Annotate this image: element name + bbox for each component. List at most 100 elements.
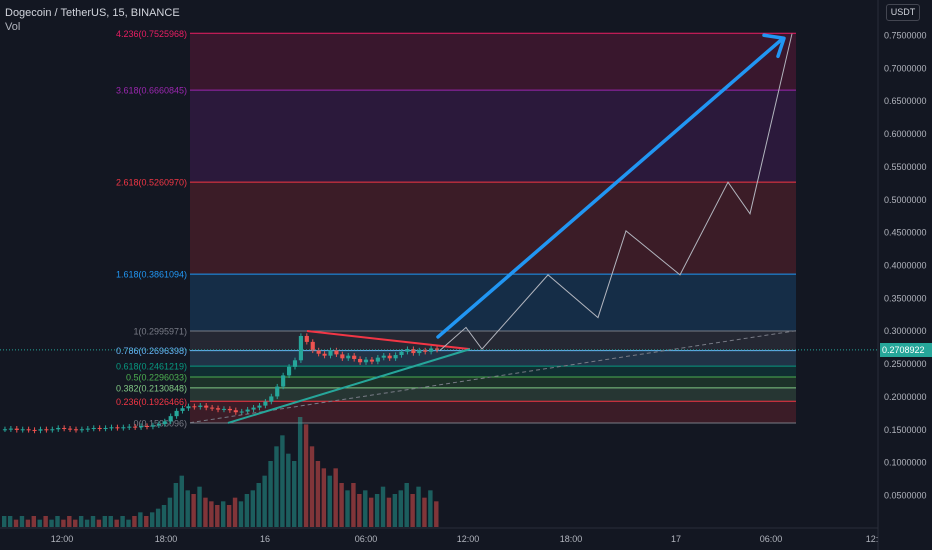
price-tick-label: 0.7000000 bbox=[884, 63, 927, 73]
volume-bar bbox=[428, 490, 433, 527]
candle-body bbox=[375, 357, 380, 362]
price-tick-label: 0.6500000 bbox=[884, 96, 927, 106]
candle-body bbox=[399, 351, 404, 356]
candle-body bbox=[127, 426, 132, 428]
fib-level-label: 3.618(0.6660845) bbox=[116, 86, 187, 96]
candle-body bbox=[44, 429, 49, 431]
volume-bar bbox=[25, 519, 31, 527]
price-tick-label: 0.1500000 bbox=[884, 425, 927, 435]
candle-body bbox=[121, 427, 126, 429]
candle-body bbox=[434, 348, 440, 350]
volume-bar bbox=[262, 475, 267, 527]
time-tick-label: 12:00 bbox=[457, 534, 480, 544]
fib-level-label: 4.236(0.7525968) bbox=[116, 29, 187, 39]
time-tick-label: 18:00 bbox=[560, 534, 583, 544]
volume-bar bbox=[43, 516, 48, 527]
candle-body bbox=[304, 335, 309, 342]
volume-bar bbox=[256, 483, 261, 527]
candle-body bbox=[381, 355, 386, 358]
volume-bar bbox=[55, 516, 60, 527]
time-tick-label: 12:00 bbox=[51, 534, 74, 544]
candle-body bbox=[215, 408, 221, 410]
candle-body bbox=[227, 408, 232, 411]
volume-bar bbox=[333, 468, 338, 527]
fib-zone bbox=[190, 350, 796, 367]
volume-bar bbox=[434, 501, 439, 527]
price-tick-label: 0.0500000 bbox=[884, 491, 927, 501]
fib-level-label: 0.5(0.2296033) bbox=[126, 372, 187, 382]
volume-bar bbox=[416, 486, 421, 527]
target-arrow-head bbox=[762, 33, 786, 59]
candle-body bbox=[73, 429, 79, 431]
candle-body bbox=[405, 349, 410, 352]
candle-body bbox=[79, 429, 84, 431]
currency-button[interactable]: USDT bbox=[886, 4, 920, 21]
volume-bar bbox=[19, 516, 25, 527]
chart-header: Dogecoin / TetherUS, 15, BINANCE Vol bbox=[5, 6, 180, 34]
volume-bar bbox=[2, 516, 7, 527]
volume-bar bbox=[297, 417, 303, 527]
volume-bar bbox=[209, 501, 214, 527]
candle-body bbox=[411, 349, 416, 354]
volume-bar bbox=[268, 461, 273, 527]
candle-body bbox=[174, 410, 179, 417]
volume-bar bbox=[120, 516, 125, 527]
price-tick-label: 0.1000000 bbox=[884, 458, 927, 468]
candle-body bbox=[186, 406, 191, 409]
fib-zone bbox=[190, 387, 796, 402]
fib-level-label: 0.236(0.1926466) bbox=[116, 397, 187, 407]
volume-bar bbox=[90, 516, 96, 527]
fib-zone bbox=[190, 330, 796, 351]
candle-body bbox=[239, 411, 244, 413]
fib-zone bbox=[190, 401, 796, 423]
volume-bar bbox=[380, 486, 386, 527]
candle-body bbox=[310, 341, 315, 351]
fib-zone bbox=[190, 90, 796, 183]
candle-body bbox=[245, 409, 250, 412]
candle-body bbox=[263, 401, 268, 406]
price-tick-label: 0.6000000 bbox=[884, 129, 927, 139]
candle-body bbox=[26, 429, 31, 431]
volume-bar bbox=[78, 516, 84, 527]
candle-body bbox=[192, 406, 197, 408]
candle-body bbox=[67, 428, 73, 430]
candle-body bbox=[316, 350, 321, 354]
volume-bar bbox=[345, 490, 350, 527]
price-tick-label: 0.2000000 bbox=[884, 392, 927, 402]
time-tick-label: 16 bbox=[260, 534, 270, 544]
volume-bar bbox=[368, 497, 374, 527]
candle-body bbox=[103, 427, 108, 429]
candle-body bbox=[269, 396, 274, 402]
volume-bar bbox=[422, 497, 427, 527]
fib-zone bbox=[190, 274, 796, 331]
volume-bar bbox=[351, 483, 356, 527]
candle-body bbox=[334, 350, 339, 355]
volume-bar bbox=[37, 519, 42, 527]
volume-bar bbox=[179, 475, 184, 527]
projected-path bbox=[439, 33, 793, 351]
price-tick-label: 0.7500000 bbox=[884, 31, 927, 41]
volume-bar bbox=[7, 516, 13, 527]
triangle-lower-line bbox=[227, 348, 471, 424]
symbol-title: Dogecoin / TetherUS, 15, BINANCE bbox=[5, 7, 180, 19]
volume-bar bbox=[114, 519, 119, 527]
fib-level-label: 0.786(0.2696398) bbox=[116, 346, 187, 356]
candle-body bbox=[429, 348, 434, 352]
candle-body bbox=[286, 366, 292, 376]
volume-bar bbox=[392, 494, 398, 527]
volume-bar bbox=[357, 494, 362, 527]
volume-bar bbox=[303, 424, 309, 527]
candle-body bbox=[292, 360, 298, 367]
volume-bar bbox=[215, 505, 220, 527]
candle-body bbox=[32, 429, 37, 431]
volume-bar bbox=[238, 501, 244, 527]
volume-bar bbox=[173, 483, 179, 527]
volume-bar bbox=[280, 435, 285, 527]
volume-bar bbox=[321, 468, 327, 527]
time-tick-label: 12: bbox=[866, 534, 879, 544]
triangle-upper-line bbox=[306, 329, 471, 351]
volume-bar bbox=[108, 516, 113, 527]
candle-body bbox=[417, 350, 422, 354]
candle-body bbox=[281, 375, 286, 387]
